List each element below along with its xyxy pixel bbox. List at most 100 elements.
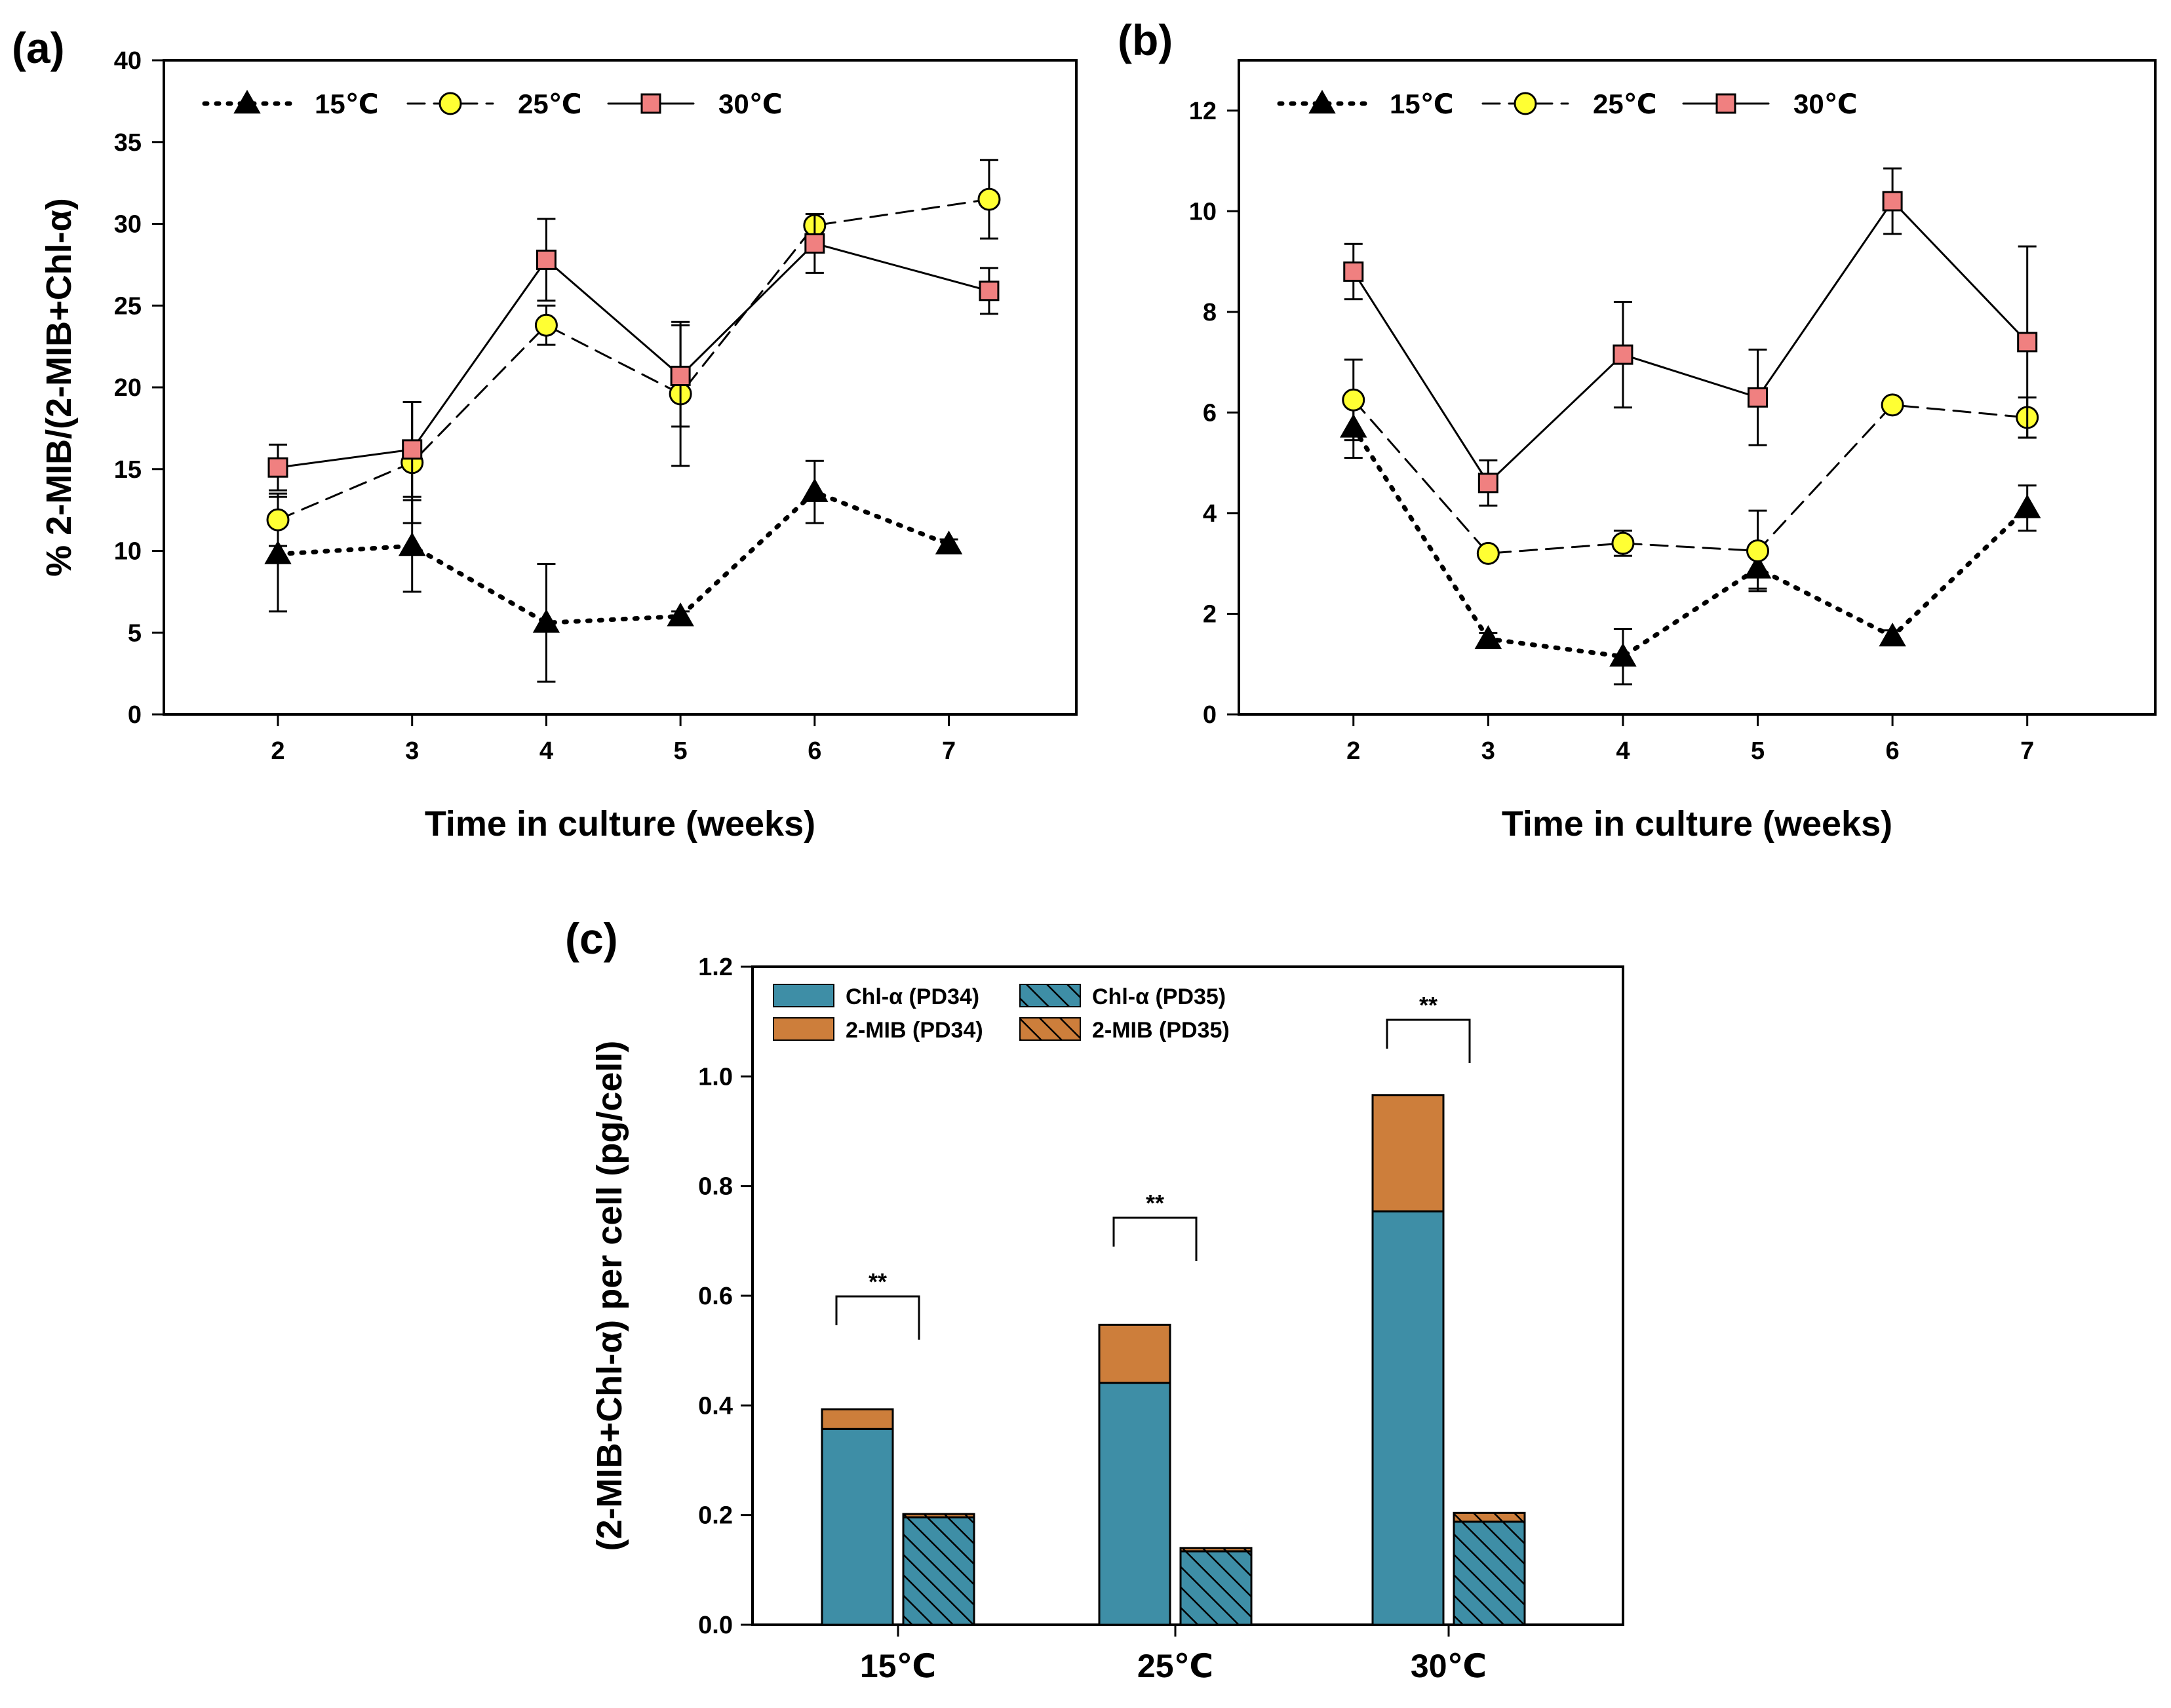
series-1 (1342, 359, 2039, 592)
data-point (1477, 473, 1498, 494)
category-label: 25℃ (1137, 1648, 1213, 1684)
data-point (1476, 541, 1500, 565)
legend-label: 25℃ (1593, 88, 1657, 119)
data-point (670, 366, 691, 387)
panel-b-x-axis-title: Time in culture (weeks) (1502, 804, 1892, 844)
bar-chl-pd34 (821, 1427, 894, 1626)
x-tick-label: 2 (271, 737, 284, 765)
data-point (801, 478, 829, 502)
category-label: 15℃ (860, 1648, 936, 1684)
panel-b-plot-frame (1238, 59, 2157, 716)
data-point (1881, 393, 1904, 417)
legend-label: 30℃ (718, 88, 783, 119)
data-point (979, 281, 1000, 301)
data-point (1342, 388, 1365, 412)
x-tick-label: 3 (1481, 737, 1495, 765)
data-point (1748, 387, 1769, 408)
panel-c-label: (c) (565, 914, 618, 963)
panel-b-label: (b) (1118, 16, 1173, 64)
data-point (1611, 532, 1635, 555)
category-label: 30℃ (1411, 1648, 1487, 1684)
legend-swatch (1019, 1017, 1081, 1041)
x-tick-label: 5 (674, 737, 688, 765)
y-tick-label: 8 (1203, 299, 1217, 326)
legend-label: 15℃ (315, 88, 379, 119)
bar-chl-pd35 (1453, 1521, 1526, 1626)
x-tick-label: 4 (1616, 737, 1630, 765)
legend-label: 2-MIB (PD34) (846, 1018, 983, 1043)
series-line (277, 242, 990, 469)
x-tick-label: 4 (539, 737, 553, 765)
panel-a-plot-frame (163, 59, 1078, 716)
panel-a-axes: 0 5 10 15 20 25 30 35 40 2 3 4 5 6 7 (114, 47, 956, 765)
panel-c-bars: ** ** ** (821, 992, 1526, 1626)
legend-marker (439, 92, 462, 115)
panel-a-x-axis-title: Time in culture (weeks) (425, 804, 815, 844)
significance-bracket (1386, 1019, 1471, 1063)
bar-chl-pd34 (1371, 1210, 1445, 1626)
data-point (1882, 191, 1903, 212)
bar-mib-pd34 (1098, 1323, 1171, 1384)
series-2 (1343, 167, 2038, 507)
bar-chl-pd35 (902, 1516, 975, 1626)
y-tick-label: 40 (114, 47, 142, 75)
y-tick-label: 0.8 (698, 1173, 733, 1201)
y-tick-label: 0.4 (698, 1392, 733, 1420)
legend-label: 25℃ (518, 88, 582, 119)
bar-mib-pd35 (1179, 1547, 1253, 1553)
series-0 (264, 459, 963, 683)
series-0 (1340, 396, 2041, 686)
data-point (536, 249, 557, 270)
panel-a-label: (a) (12, 24, 65, 72)
bar-chl-pd35 (1179, 1550, 1253, 1626)
legend-swatch (1019, 984, 1081, 1007)
legend-label: 30℃ (1793, 88, 1858, 119)
series-2 (267, 213, 1000, 498)
bar-group-1: ** (1098, 1190, 1253, 1626)
legend-swatch (773, 984, 834, 1007)
series-line (1352, 199, 2029, 485)
panel-b: (b) 0 2 4 6 8 10 12 2 3 4 5 6 7 Time in culture (wee… (1118, 16, 2157, 844)
data-point (1609, 642, 1637, 667)
series-1 (266, 159, 1001, 547)
y-tick-label: 15 (114, 456, 142, 484)
data-point (804, 233, 825, 254)
panel-c: (c) 0.00.20.40.60.81.01.215℃ 25℃ 30℃ *****… (565, 914, 1624, 1684)
y-tick-label: 10 (1189, 198, 1217, 225)
panel-b-legend: 15℃ 25℃ 30℃ (1277, 88, 1858, 119)
bar-mib-pd35 (1453, 1511, 1526, 1523)
legend-marker (233, 89, 261, 114)
data-point (2017, 332, 2038, 353)
series-line (277, 198, 990, 521)
significance-label: ** (869, 1268, 887, 1295)
bar-mib-pd34 (821, 1408, 894, 1430)
significance-bracket (835, 1295, 920, 1340)
data-point (266, 508, 290, 532)
bar-chl-pd34 (1098, 1382, 1171, 1626)
x-tick-label: 7 (2020, 737, 2034, 765)
legend-label: Chl-α (PD34) (846, 984, 979, 1009)
data-point (667, 602, 694, 627)
bar-group-2: ** (1371, 992, 1526, 1626)
bar-group-0: ** (821, 1268, 975, 1626)
data-point (2013, 494, 2041, 518)
bar-mib-pd35 (902, 1513, 975, 1519)
data-point (977, 187, 1001, 211)
y-tick-label: 4 (1203, 500, 1217, 528)
x-tick-label: 6 (1886, 737, 1900, 765)
legend-label: 15℃ (1390, 88, 1454, 119)
data-point (534, 313, 558, 337)
panel-a-series (264, 159, 1001, 683)
data-point (1474, 625, 1502, 650)
panel-b-axes: 0 2 4 6 8 10 12 2 3 4 5 6 7 (1189, 98, 2035, 765)
data-point (532, 609, 560, 633)
panel-a-y-axis-title: % 2-MIB/(2-MIB+Chl-α) (39, 198, 79, 577)
legend-label: 2-MIB (PD35) (1092, 1018, 1230, 1043)
y-tick-label: 0.0 (698, 1612, 733, 1639)
significance-bracket (1112, 1216, 1198, 1261)
y-tick-label: 1.2 (698, 954, 733, 981)
legend-swatch (773, 1017, 834, 1041)
panel-b-series (1340, 167, 2041, 686)
legend-marker (1514, 92, 1537, 115)
y-tick-label: 2 (1203, 600, 1217, 628)
